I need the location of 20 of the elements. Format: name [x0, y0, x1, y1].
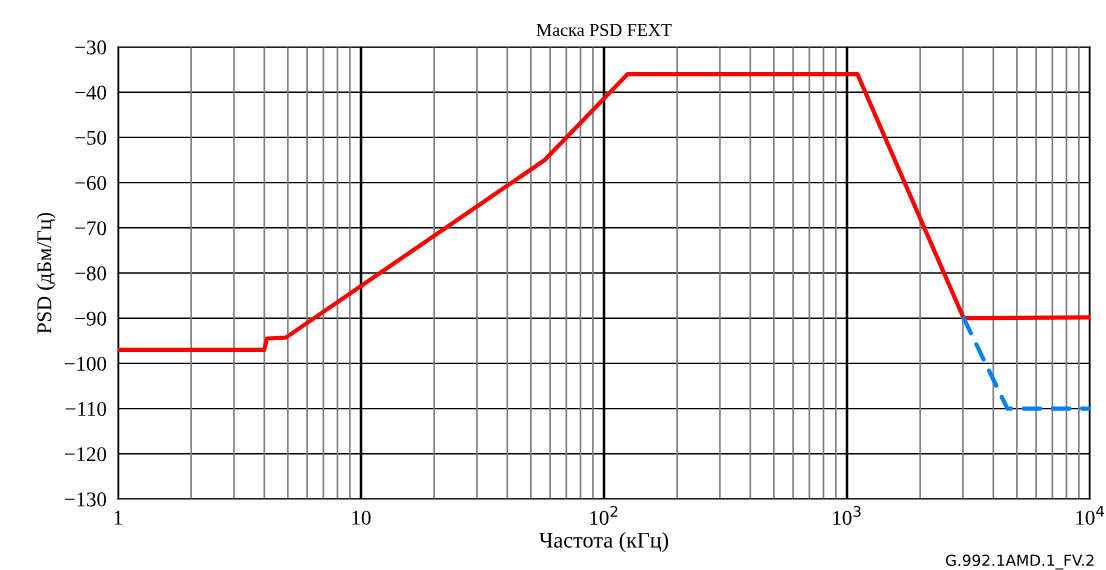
y-tick-label: −100 [64, 356, 107, 371]
y-tick-label: −50 [75, 130, 107, 145]
y-axis-title: PSD (дБм/Гц) [36, 212, 56, 334]
x-tick-label: 10 [352, 510, 371, 525]
y-tick-label: −30 [75, 40, 107, 55]
x-tick-label: 10$^{2}$ [590, 505, 618, 525]
y-tick-label: −130 [64, 492, 107, 507]
x-tick-label: 10$^{3}$ [833, 505, 861, 525]
y-tick-label: −70 [75, 221, 107, 236]
y-tick-label: −60 [75, 175, 107, 191]
y-tick-label: −80 [75, 266, 107, 281]
x-tick-label: 10$^{4}$ [1076, 505, 1104, 525]
x-tick-label: 1 [114, 510, 122, 525]
y-tick-label: −110 [65, 401, 107, 417]
y-tick-label: −120 [64, 447, 107, 462]
x-axis-title: Частота (кГц) [539, 532, 669, 553]
y-tick-label: −90 [75, 311, 107, 326]
y-tick-label: −40 [75, 85, 107, 100]
text: G.992.1AMD.1_FV.2 [945, 554, 1094, 570]
chart-title: Маска PSD FEXT [536, 23, 672, 37]
